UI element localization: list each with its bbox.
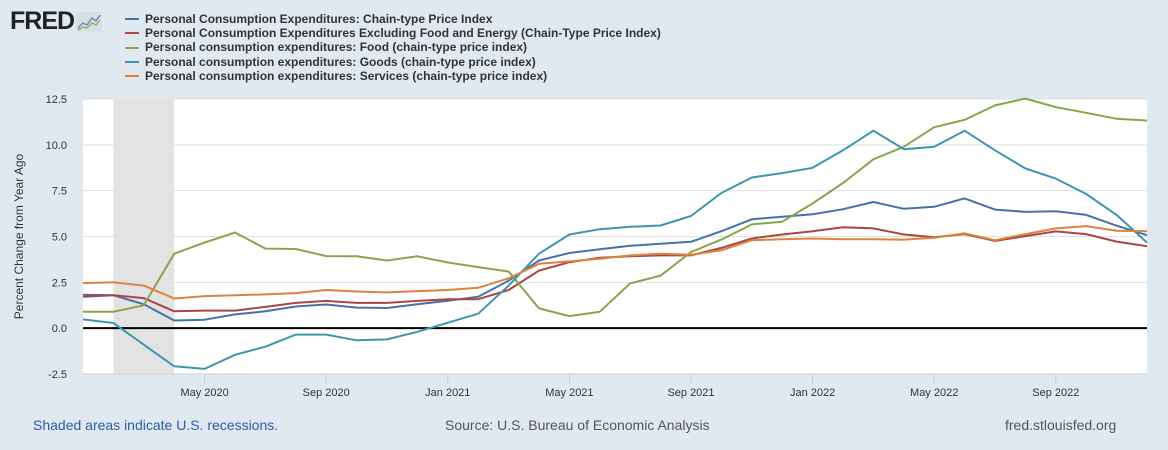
legend-label: Personal consumption expenditures: Servi…: [145, 68, 548, 83]
series-line-4: [82, 225, 1148, 300]
x-tick-label: May 2022: [910, 387, 958, 399]
x-tick-label: Sep 2020: [303, 387, 350, 399]
fred-logo[interactable]: FRED: [10, 7, 103, 36]
y-tick-label: 2.5: [52, 277, 67, 289]
legend-swatch: [125, 46, 139, 49]
recession-note: Shaded areas indicate U.S. recessions.: [33, 417, 279, 433]
y-tick-label: -2.5: [48, 369, 67, 381]
legend-item: Personal consumption expenditures: Food …: [125, 40, 661, 54]
x-tick-label: Sep 2022: [1032, 387, 1079, 399]
y-tick-label: 7.5: [52, 186, 67, 198]
legend-item: Personal Consumption Expenditures Exclud…: [125, 26, 661, 40]
y-tick-label: 10.0: [46, 140, 67, 152]
legend-swatch: [125, 32, 139, 35]
x-tick-label: May 2020: [180, 387, 228, 399]
y-tick-label: 0.0: [52, 323, 67, 335]
site-link[interactable]: fred.stlouisfed.org: [1005, 417, 1117, 433]
chart-legend: Personal Consumption Expenditures: Chain…: [125, 12, 661, 83]
x-tick-label: Jan 2021: [425, 387, 470, 399]
x-tick-label: Jan 2022: [790, 387, 835, 399]
legend-swatch: [125, 74, 139, 77]
source-text: Source: U.S. Bureau of Economic Analysis: [445, 417, 710, 433]
series-line-2: [83, 97, 1148, 318]
series-line-3: [82, 129, 1148, 370]
legend-swatch: [125, 18, 139, 21]
legend-label: Personal Consumption Expenditures: Chain…: [145, 12, 493, 26]
legend-label: Personal consumption expenditures: Food …: [145, 40, 528, 55]
legend-swatch: [125, 60, 139, 63]
y-tick-label: 5.0: [52, 232, 67, 244]
series-line-0: [82, 197, 1148, 322]
legend-item: Personal Consumption Expenditures: Chain…: [125, 12, 661, 26]
legend-label: Personal consumption expenditures: Goods…: [145, 54, 536, 69]
x-tick-label: May 2021: [545, 387, 593, 399]
y-tick-label: 12.5: [46, 94, 67, 106]
fred-chart-icon: [76, 11, 103, 32]
legend-item: Personal consumption expenditures: Goods…: [125, 55, 661, 69]
y-axis-title: Percent Change from Year Ago: [12, 153, 26, 319]
legend-item: Personal consumption expenditures: Servi…: [125, 69, 661, 83]
x-tick-label: Sep 2021: [667, 387, 714, 399]
fred-logo-text: FRED: [10, 7, 75, 35]
legend-label: Personal Consumption Expenditures Exclud…: [145, 26, 661, 41]
